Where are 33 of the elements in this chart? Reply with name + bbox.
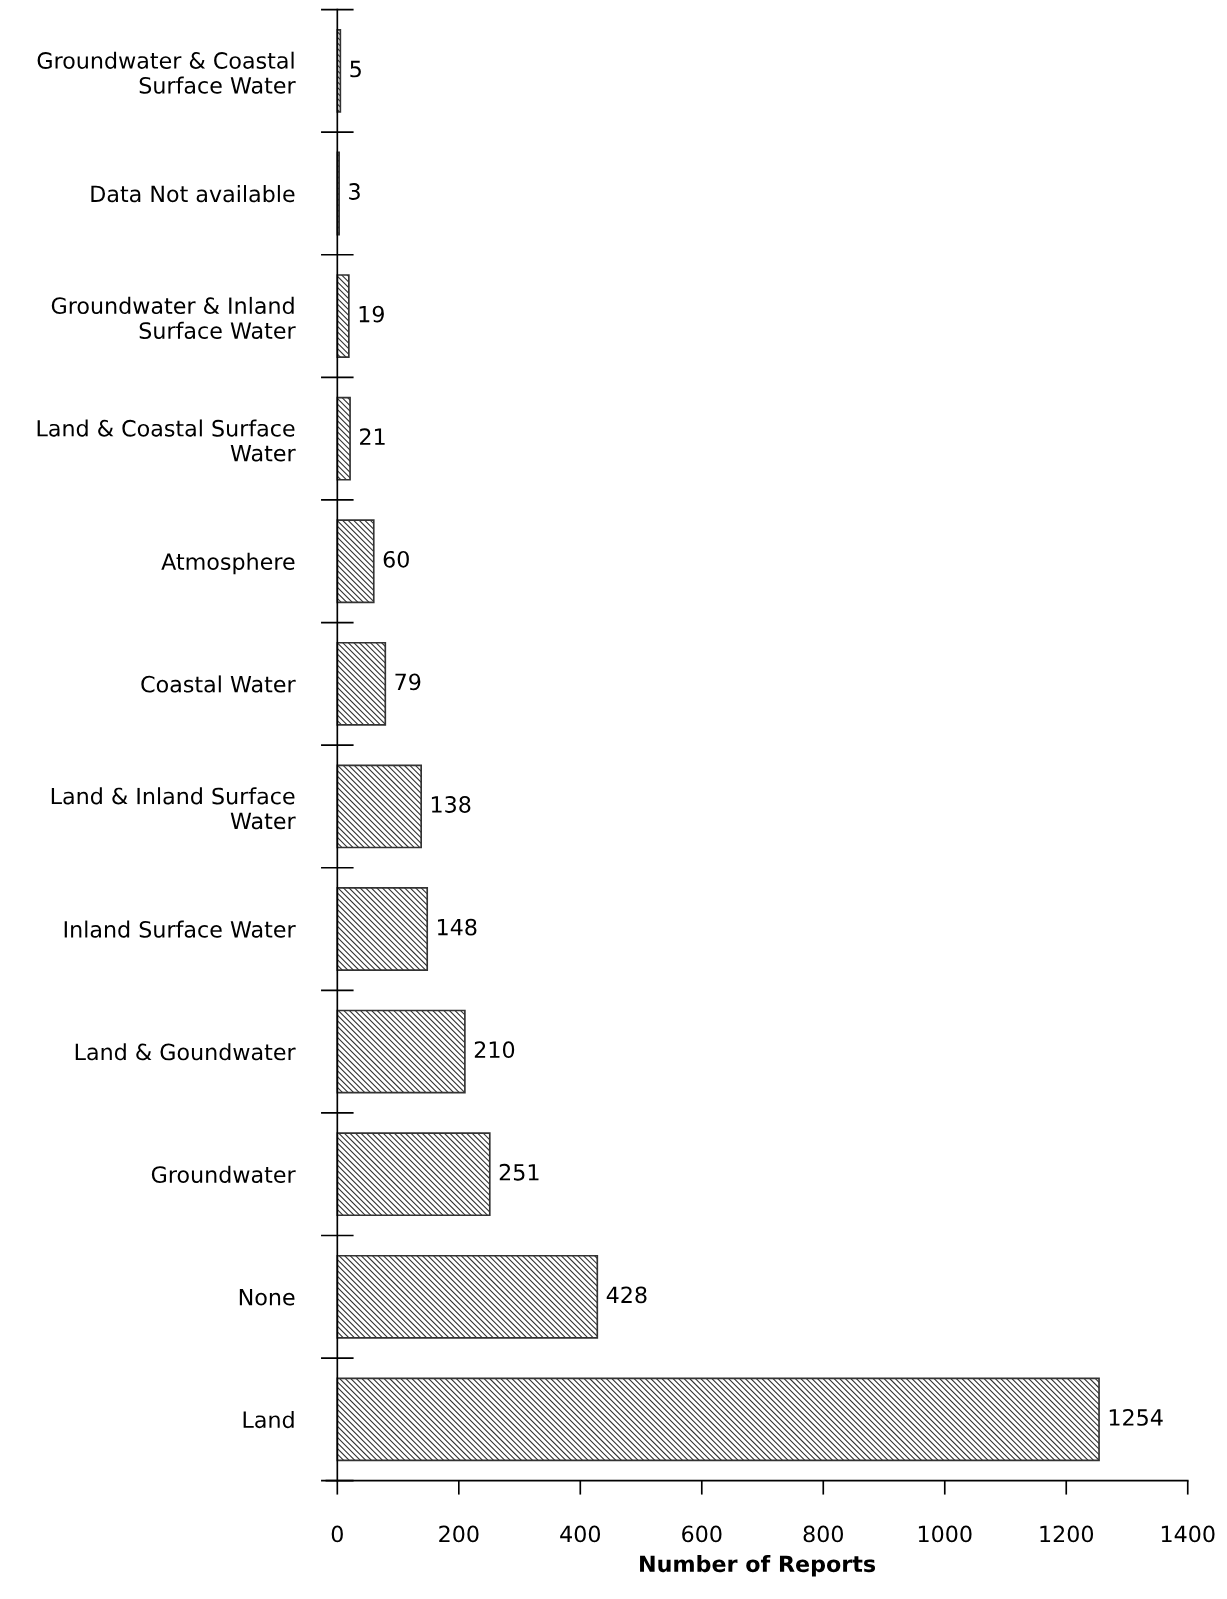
data-label: 1254 (1109, 1409, 1163, 1426)
y-tick-label: Groundwater & Coastal Surface Water (37, 51, 296, 94)
data-label: 428 (606, 1286, 647, 1304)
data-label: 148 (437, 918, 477, 936)
x-axis-title: Number of Reports (640, 1554, 876, 1577)
y-tick-label: Land (243, 1410, 294, 1429)
y-tick-label: Data Not available (91, 185, 295, 203)
x-tick-label: 200 (439, 1525, 479, 1543)
y-tick-label: Land & Goundwater (75, 1043, 296, 1061)
x-tick-label: 600 (682, 1525, 722, 1543)
x-tick-label: 1400 (1161, 1525, 1215, 1543)
x-tick-label: 1200 (1040, 1525, 1094, 1543)
data-label: 19 (359, 305, 384, 323)
y-tick-label: None (239, 1289, 295, 1306)
data-label: 3 (349, 183, 360, 200)
data-label: 251 (499, 1163, 539, 1181)
x-tick-label: 0 (331, 1525, 343, 1543)
y-tick-label: Coastal Water (141, 675, 296, 693)
data-label: 79 (395, 673, 421, 691)
y-tick-label: Land & Coastal Surface Water (37, 419, 296, 462)
y-tick-label: Atmosphere (161, 552, 295, 575)
y-tick-label: Land & Inland Surface Water (51, 787, 296, 830)
data-label: 21 (360, 428, 385, 445)
data-label: 138 (431, 796, 471, 813)
x-tick-label: 400 (560, 1525, 601, 1543)
x-tick-label: 1000 (918, 1525, 972, 1543)
y-tick-label: Inland Surface Water (64, 920, 296, 938)
data-label: 5 (350, 60, 361, 78)
x-tick-label: 800 (803, 1525, 843, 1543)
data-label: 60 (383, 550, 409, 568)
data-label: 210 (474, 1041, 515, 1059)
y-tick-label: Groundwater (151, 1165, 296, 1183)
y-tick-label: Groundwater & Inland Surface Water (51, 296, 296, 339)
